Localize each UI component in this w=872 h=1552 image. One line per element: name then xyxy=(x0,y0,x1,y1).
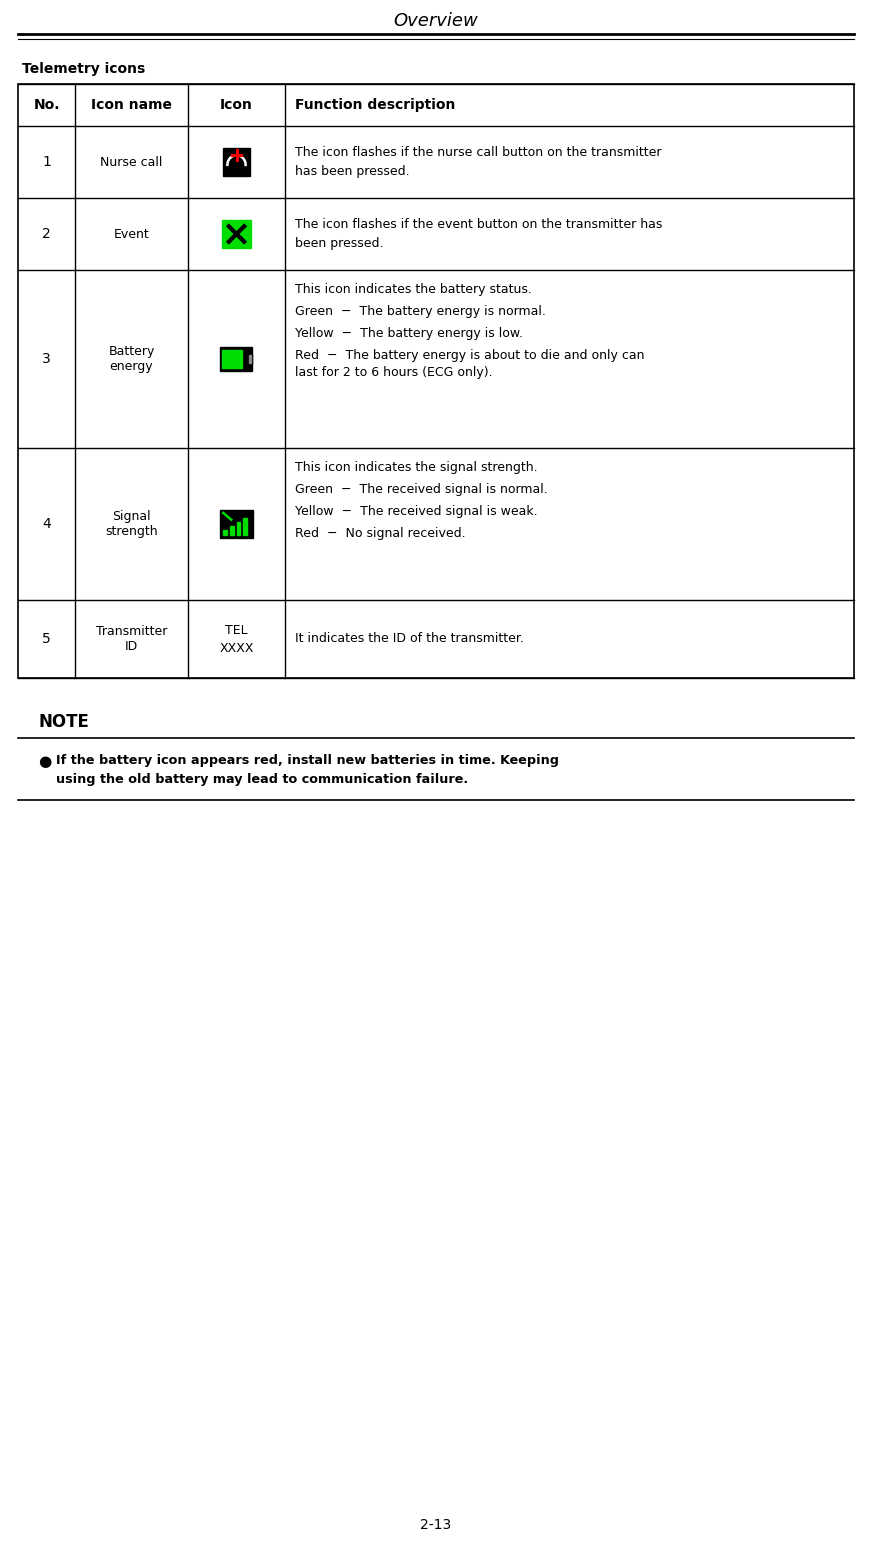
Text: If the battery icon appears red, install new batteries in time. Keeping: If the battery icon appears red, install… xyxy=(56,754,559,767)
Text: has been pressed.: has been pressed. xyxy=(295,165,410,177)
Text: Overview: Overview xyxy=(393,12,479,29)
Bar xyxy=(236,521,241,535)
Text: Icon name: Icon name xyxy=(91,98,172,112)
Bar xyxy=(220,511,253,539)
Text: Transmitter
ID: Transmitter ID xyxy=(96,625,167,653)
Text: Red  −  No signal received.: Red − No signal received. xyxy=(295,528,466,540)
Text: been pressed.: been pressed. xyxy=(295,236,384,250)
Text: Yellow  −  The battery energy is low.: Yellow − The battery energy is low. xyxy=(295,327,523,340)
Text: XXXX: XXXX xyxy=(219,641,254,655)
Text: TEL: TEL xyxy=(225,624,248,636)
Text: Red  −  The battery energy is about to die and only can: Red − The battery energy is about to die… xyxy=(295,349,644,362)
Text: It indicates the ID of the transmitter.: It indicates the ID of the transmitter. xyxy=(295,633,524,646)
Text: Signal
strength: Signal strength xyxy=(106,511,158,539)
Text: 2: 2 xyxy=(42,227,51,241)
Bar xyxy=(18,84,854,678)
Bar xyxy=(222,349,242,368)
Text: Yellow  −  The received signal is weak.: Yellow − The received signal is weak. xyxy=(295,504,538,518)
Text: This icon indicates the battery status.: This icon indicates the battery status. xyxy=(295,282,532,296)
Text: Function description: Function description xyxy=(295,98,455,112)
Text: The icon flashes if the nurse call button on the transmitter: The icon flashes if the nurse call butto… xyxy=(295,146,662,160)
Text: Telemetry icons: Telemetry icons xyxy=(22,62,146,76)
Text: Icon: Icon xyxy=(220,98,253,112)
Bar xyxy=(249,355,251,363)
Text: 3: 3 xyxy=(42,352,51,366)
Text: Nurse call: Nurse call xyxy=(100,155,163,169)
Text: Event: Event xyxy=(113,228,149,241)
Text: NOTE: NOTE xyxy=(38,712,89,731)
Bar xyxy=(223,529,227,535)
Text: 5: 5 xyxy=(42,632,51,646)
Bar xyxy=(230,526,234,535)
Text: 1: 1 xyxy=(42,155,51,169)
Bar xyxy=(220,348,252,371)
Text: This icon indicates the signal strength.: This icon indicates the signal strength. xyxy=(295,461,538,473)
Bar xyxy=(222,219,251,248)
Text: 4: 4 xyxy=(42,517,51,531)
Text: using the old battery may lead to communication failure.: using the old battery may lead to commun… xyxy=(56,773,468,785)
Text: Battery
energy: Battery energy xyxy=(108,345,154,372)
Text: last for 2 to 6 hours (ECG only).: last for 2 to 6 hours (ECG only). xyxy=(295,366,493,379)
Bar xyxy=(248,354,252,365)
Text: The icon flashes if the event button on the transmitter has: The icon flashes if the event button on … xyxy=(295,219,663,231)
Bar xyxy=(243,518,247,535)
Text: Green  −  The battery energy is normal.: Green − The battery energy is normal. xyxy=(295,306,546,318)
Text: 2-13: 2-13 xyxy=(420,1518,452,1532)
Bar xyxy=(222,147,250,175)
Text: ●: ● xyxy=(38,754,51,768)
Text: Green  −  The received signal is normal.: Green − The received signal is normal. xyxy=(295,483,548,497)
Text: No.: No. xyxy=(33,98,60,112)
